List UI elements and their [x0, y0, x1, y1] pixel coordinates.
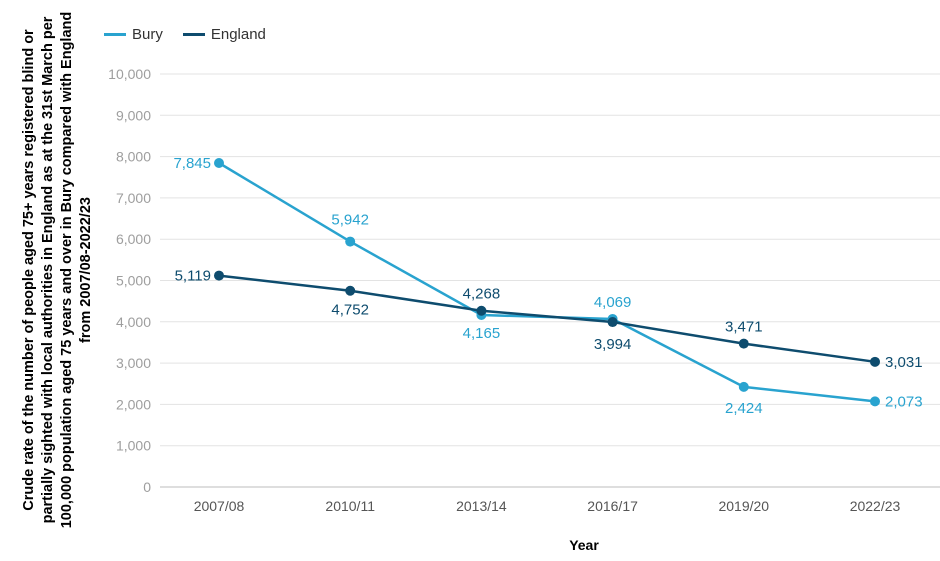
data-label-bury: 4,069	[594, 294, 632, 311]
data-label-bury: 5,942	[331, 212, 369, 229]
data-label-england: 3,471	[725, 319, 763, 336]
legend-swatch-bury	[104, 33, 126, 36]
series-line-england	[218, 274, 876, 364]
data-label-bury: 2,424	[725, 400, 763, 417]
data-label-england: 4,752	[331, 302, 369, 319]
data-point-bury	[738, 381, 749, 392]
y-tick-label: 6,000	[116, 231, 151, 247]
x-axis-title: Year	[569, 537, 599, 553]
legend-item-bury: Bury	[104, 26, 163, 43]
data-label-england: 3,031	[885, 354, 923, 371]
y-tick-label: 9,000	[116, 107, 151, 123]
data-point-england	[214, 270, 224, 281]
legend-swatch-england	[182, 33, 205, 36]
y-tick-label: 3,000	[116, 355, 151, 371]
series-line-bury	[218, 161, 876, 403]
data-point-bury	[870, 396, 880, 407]
y-tick-label: 5,000	[116, 273, 151, 289]
legend-item-england: England	[182, 26, 266, 43]
y-tick-label: 4,000	[116, 314, 151, 330]
y-tick-label: 0	[143, 479, 151, 495]
legend-label-england: England	[210, 26, 266, 43]
data-point-england	[607, 317, 618, 328]
data-point-england	[738, 338, 749, 349]
data-label-bury: 4,165	[463, 325, 501, 342]
y-tick-label: 7,000	[116, 190, 151, 206]
x-tick-label: 2013/14	[456, 498, 507, 514]
y-tick-label: 10,000	[108, 66, 151, 82]
data-point-bury	[345, 236, 356, 247]
x-tick-label: 2022/23	[850, 498, 901, 514]
y-tick-label: 1,000	[116, 438, 151, 454]
y-tick-label: 8,000	[116, 149, 151, 165]
legend: Bury England	[104, 26, 266, 43]
data-point-england	[345, 285, 356, 296]
x-tick-label: 2010/11	[325, 498, 375, 514]
y-tick-label: 2,000	[116, 396, 151, 412]
data-label-bury: 2,073	[885, 393, 923, 410]
x-tick-label: 2016/17	[587, 498, 638, 514]
x-tick-label: 2007/08	[194, 498, 245, 514]
data-label-england: 5,119	[175, 268, 211, 285]
data-point-england	[870, 356, 880, 367]
legend-label-bury: Bury	[132, 26, 163, 43]
data-label-england: 4,268	[463, 286, 501, 303]
x-tick-label: 2019/20	[718, 498, 769, 514]
data-label-england: 3,994	[594, 336, 632, 353]
data-point-bury	[214, 158, 224, 169]
data-label-bury: 7,845	[173, 155, 211, 172]
data-point-england	[476, 305, 487, 316]
